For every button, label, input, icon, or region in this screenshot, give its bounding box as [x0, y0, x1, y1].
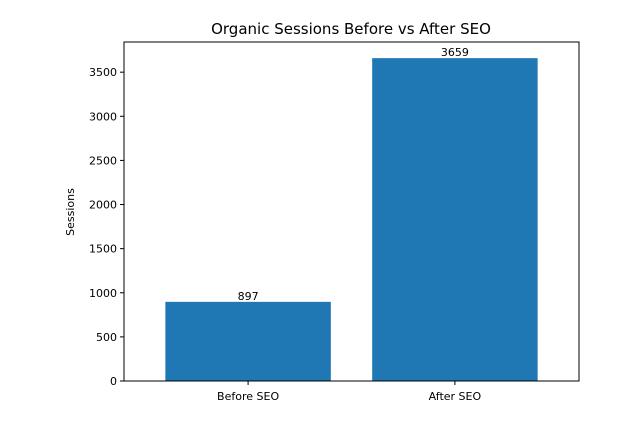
y-tick-label: 3000: [89, 110, 117, 123]
data-labels-group: 897 3659: [238, 46, 469, 303]
plot-frame: [123, 41, 580, 382]
y-tick-label: 2000: [89, 199, 117, 212]
bar-before-seo: [165, 301, 331, 381]
x-tick-label: Before SEO: [217, 390, 279, 403]
y-tick-label: 1000: [89, 287, 117, 300]
x-axis: Before SEO After SEO: [217, 381, 481, 403]
data-label: 3659: [441, 46, 469, 59]
chart-title: Organic Sessions Before vs After SEO: [211, 20, 491, 38]
y-tick-label: 1500: [89, 243, 117, 256]
y-tick-label: 2500: [89, 154, 117, 167]
y-axis: 0 500 1000 1500 2000 2500 3000 3500: [89, 66, 124, 388]
bar-after-seo: [372, 58, 538, 381]
x-tick-label: After SEO: [429, 390, 482, 403]
y-axis-label: Sessions: [64, 188, 77, 236]
bars-group: [165, 58, 538, 381]
data-label: 897: [238, 290, 259, 303]
y-tick-label: 0: [110, 375, 117, 388]
y-tick-label: 3500: [89, 66, 117, 79]
y-tick-label: 500: [96, 331, 117, 344]
